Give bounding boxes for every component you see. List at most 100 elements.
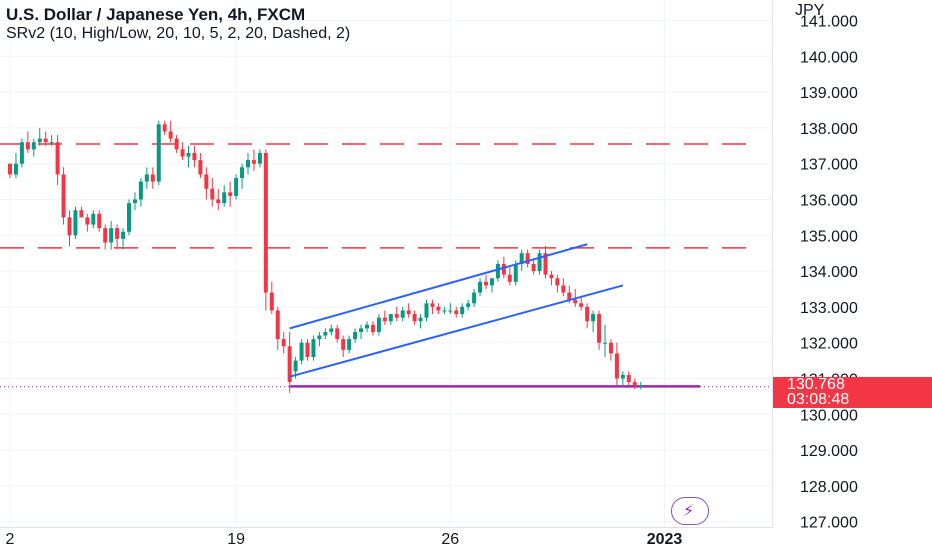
candle-body <box>472 292 477 304</box>
candle-body <box>448 310 453 312</box>
y-tick-label: 127.000 <box>800 515 858 532</box>
x-tick-label: 2 <box>6 531 15 548</box>
y-tick-label: 141.000 <box>800 14 858 31</box>
candle-body <box>138 181 143 200</box>
candle-body <box>460 306 465 315</box>
candle-body <box>234 178 239 196</box>
candle-body <box>91 213 96 225</box>
candle-body <box>85 217 90 225</box>
candle-body <box>103 228 108 243</box>
candle-body <box>144 174 149 182</box>
y-tick-label: 137.000 <box>800 157 858 174</box>
candle-body <box>43 138 48 143</box>
axis-layer: 127.000128.000129.000130.000131.000132.0… <box>0 0 858 548</box>
channel-layer <box>289 243 624 378</box>
currency-label: JPY <box>795 2 825 19</box>
y-tick-label: 128.000 <box>800 479 858 496</box>
candle-body <box>495 263 500 279</box>
candle-body <box>370 324 375 332</box>
candle-body <box>632 382 637 386</box>
support-resistance-layer <box>0 143 772 388</box>
candle-body <box>251 160 256 164</box>
candle-body <box>275 310 280 340</box>
bar-countdown: 03:08:48 <box>787 391 850 408</box>
candle-body <box>174 138 179 150</box>
y-tick-label: 134.000 <box>800 264 858 281</box>
candle-body <box>257 152 262 164</box>
last-price-value: 130.768 <box>787 376 845 393</box>
candle-body <box>19 142 24 164</box>
y-tick-label: 130.000 <box>800 407 858 424</box>
grid-layer <box>0 0 772 527</box>
candle-body <box>466 303 471 307</box>
candle-body <box>121 231 126 239</box>
candle-body <box>317 335 322 340</box>
candle-body <box>323 331 328 336</box>
candle-body <box>305 342 310 358</box>
candle-body <box>626 374 631 383</box>
last-price-badge: 130.768 03:08:48 <box>773 377 932 408</box>
candle-body <box>269 292 274 311</box>
candle-body <box>109 228 114 243</box>
candle-body <box>198 160 203 175</box>
x-tick-label: 19 <box>227 531 245 548</box>
x-tick-label: 26 <box>441 531 459 548</box>
candle-body <box>168 131 173 139</box>
candle-body <box>597 314 602 343</box>
candle-body <box>299 342 304 361</box>
candle-body <box>579 303 584 307</box>
candle-body <box>359 328 364 332</box>
candle-body <box>614 353 619 379</box>
y-tick-label: 138.000 <box>800 121 858 138</box>
y-tick-label: 139.000 <box>800 85 858 102</box>
candle-body <box>335 328 340 340</box>
candle-body <box>406 310 411 315</box>
candle-body <box>341 339 346 350</box>
candle-body <box>573 299 578 304</box>
candle-body <box>132 199 137 204</box>
candle-body <box>31 142 36 150</box>
lightning-icon: ⚡ <box>683 503 695 520</box>
candle-body <box>382 317 387 322</box>
candle-body <box>8 163 12 175</box>
candle-body <box>263 152 268 293</box>
candle-body <box>25 142 30 150</box>
candle-body <box>97 213 102 229</box>
candle-body <box>585 306 590 322</box>
candle-body <box>591 314 596 322</box>
y-tick-label: 136.000 <box>800 193 858 210</box>
candle-body <box>412 314 417 322</box>
candle-body <box>525 253 530 264</box>
candle-body <box>228 192 233 196</box>
candle-body <box>79 210 84 218</box>
candle-body <box>49 142 54 144</box>
candles-layer <box>8 120 643 393</box>
candle-body <box>204 174 209 189</box>
symbol-title[interactable]: U.S. Dollar / Japanese Yen, 4h, FXCM <box>6 5 306 24</box>
candle-body <box>13 163 18 175</box>
candle-body <box>162 124 167 132</box>
candle-body <box>347 339 352 350</box>
candle-body <box>73 210 78 236</box>
candle-body <box>216 199 221 204</box>
candle-body <box>501 263 506 275</box>
candle-body <box>400 310 405 318</box>
candle-body <box>620 374 625 379</box>
y-tick-label: 132.000 <box>800 336 858 353</box>
candle-body <box>210 188 215 200</box>
candle-body <box>555 278 560 286</box>
y-tick-label: 133.000 <box>800 300 858 317</box>
candle-body <box>507 274 512 282</box>
candle-body <box>603 342 607 344</box>
candle-body <box>150 174 155 182</box>
candle-body <box>186 152 191 157</box>
candle-body <box>424 303 429 318</box>
lightning-button[interactable]: ⚡ <box>671 497 709 525</box>
indicator-label[interactable]: SRv2 (10, High/Low, 20, 10, 5, 2, 20, Da… <box>6 25 351 42</box>
candle-body <box>353 331 358 340</box>
candle-body <box>478 281 483 293</box>
candle-body <box>561 285 566 293</box>
candle-body <box>281 339 286 347</box>
